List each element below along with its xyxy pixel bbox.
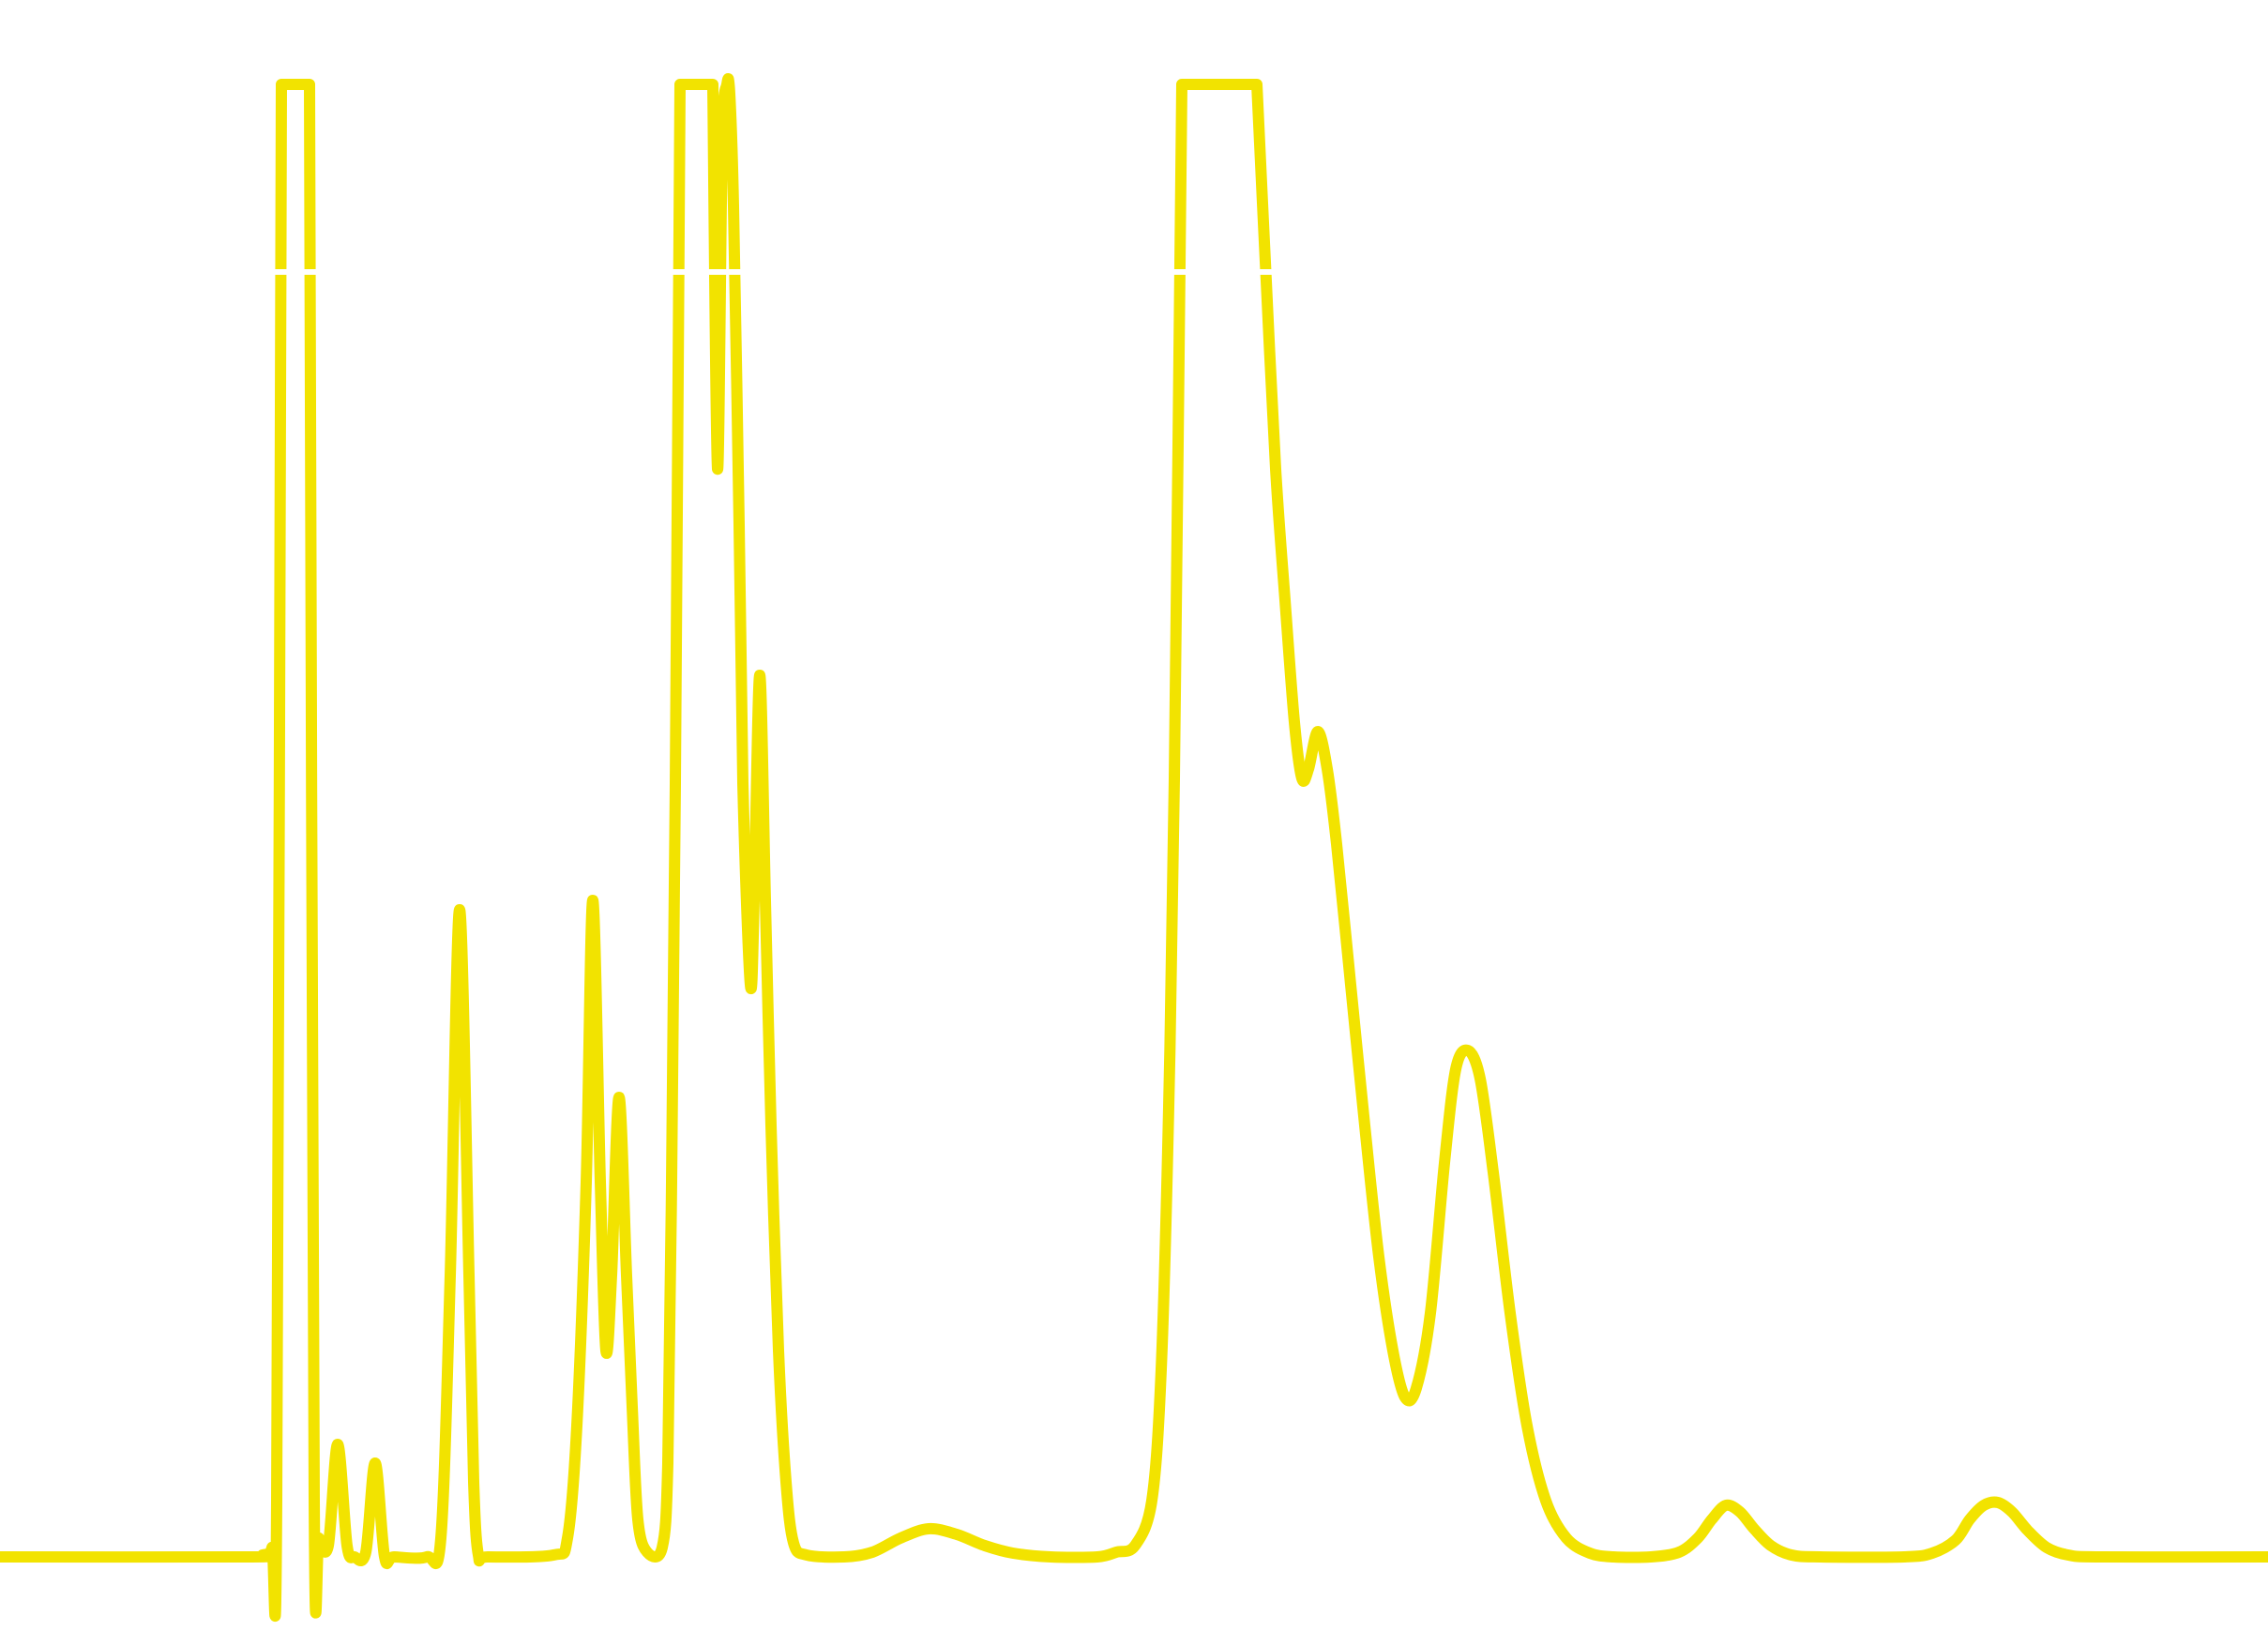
spectrum-gap-slit [1171, 269, 1278, 275]
spectrum-trace [0, 79, 2268, 1616]
spectrum-gap-slit [711, 269, 750, 275]
spectrum-svg [0, 0, 2268, 1646]
spectrum-chart [0, 0, 2268, 1646]
spectrum-gap-slit [270, 269, 325, 275]
